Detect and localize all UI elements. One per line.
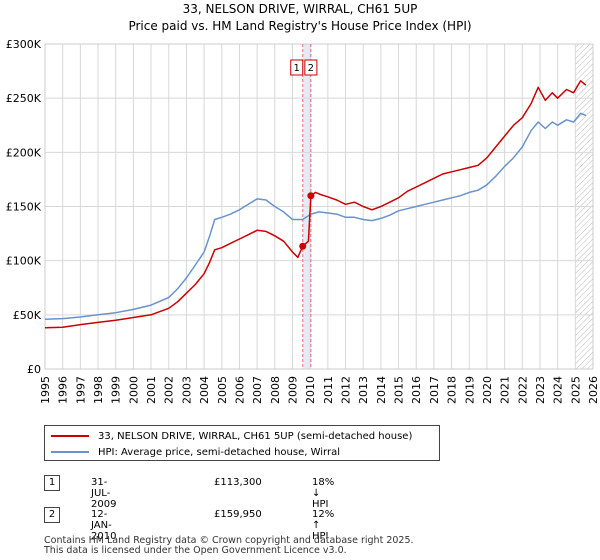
x-tick-label: 2018: [446, 376, 459, 404]
x-tick-label: 1999: [110, 376, 123, 404]
legend-label-property: 33, NELSON DRIVE, WIRRAL, CH61 5UP (semi…: [98, 430, 413, 442]
legend-swatch-hpi: [51, 451, 89, 453]
series-line: [44, 80, 587, 329]
sale-label-box: [290, 59, 304, 76]
legend-label-hpi: HPI: Average price, semi-detached house,…: [98, 446, 341, 458]
x-tick-label: 1995: [39, 376, 52, 404]
sale-point: [307, 192, 315, 200]
sale-label-box: [304, 59, 318, 76]
x-tick-label: 2020: [481, 376, 494, 404]
x-tick-label: 2025: [569, 376, 582, 404]
sale-price: £113,300: [214, 477, 262, 488]
sale-price: £159,950: [214, 509, 262, 520]
x-tick-label: 2021: [499, 376, 512, 404]
x-tick-label: 2004: [198, 376, 211, 404]
chart-title: 33, NELSON DRIVE, WIRRAL, CH61 5UP: [182, 2, 418, 16]
sale-number-badge: 1: [44, 475, 60, 491]
y-tick-label: £200K: [6, 146, 42, 159]
y-tick-label: £0: [27, 363, 41, 376]
x-tick-label: 2001: [145, 376, 158, 404]
chart-subtitle: Price paid vs. HM Land Registry's House …: [128, 19, 472, 33]
plot-frame: [44, 43, 594, 370]
sale-label: 1: [294, 63, 300, 74]
y-tick-label: £50K: [13, 309, 42, 322]
x-tick-label: 2002: [163, 376, 176, 404]
sale-date: 31-JUL-2009: [91, 477, 117, 510]
x-tick-label: 2005: [216, 376, 229, 404]
sale-point: [299, 242, 307, 250]
x-tick-label: 2026: [587, 376, 600, 404]
legend: 33, NELSON DRIVE, WIRRAL, CH61 5UP (semi…: [44, 425, 440, 461]
x-tick-label: 2013: [357, 376, 370, 404]
x-tick-label: 2024: [552, 376, 565, 404]
x-tick-label: 2012: [340, 376, 353, 404]
x-tick-label: 2019: [463, 376, 476, 404]
x-tick-label: 2023: [534, 376, 547, 404]
x-tick-label: 2000: [127, 376, 140, 404]
y-tick-label: £300K: [6, 38, 42, 51]
sale-label: 2: [308, 63, 314, 74]
footer-copyright: Contains HM Land Registry data © Crown c…: [44, 535, 414, 546]
x-tick-label: 2009: [286, 376, 299, 404]
series-line: [44, 112, 587, 320]
legend-swatch-property: [51, 435, 89, 437]
x-tick-label: 2014: [375, 376, 388, 404]
x-tick-label: 2015: [393, 376, 406, 404]
x-tick-label: 2007: [251, 376, 264, 404]
x-tick-label: 2003: [180, 376, 193, 404]
price-chart: 1 2 £0 £50K £100K £150K £200K £250K £300K 1995 199…: [6, 38, 600, 404]
sale-number-badge: 2: [44, 507, 60, 523]
sale-date: 12-JAN-2010: [91, 509, 117, 542]
y-tick-label: £150K: [6, 201, 42, 214]
legend-item-property: 33, NELSON DRIVE, WIRRAL, CH61 5UP (semi…: [51, 429, 412, 443]
sale-hpi-diff: 18% ↓ HPI: [312, 477, 335, 510]
x-tick-label: 2010: [304, 376, 317, 404]
x-tick-label: 1996: [57, 376, 70, 404]
sale-hpi-diff: 12% ↑ HPI: [312, 509, 335, 542]
y-tick-label: £100K: [6, 255, 42, 268]
footer-licence: This data is licensed under the Open Gov…: [44, 545, 347, 556]
x-tick-label: 2017: [428, 376, 441, 404]
y-tick-label: £250K: [6, 92, 42, 105]
x-tick-label: 2022: [516, 376, 529, 404]
x-tick-label: 2006: [233, 376, 246, 404]
x-tick-label: 2011: [322, 376, 335, 404]
x-tick-label: 2016: [410, 376, 423, 404]
legend-item-hpi: HPI: Average price, semi-detached house,…: [51, 445, 340, 459]
x-tick-label: 1997: [74, 376, 87, 404]
x-tick-label: 2008: [269, 376, 282, 404]
x-tick-label: 1998: [92, 376, 105, 404]
